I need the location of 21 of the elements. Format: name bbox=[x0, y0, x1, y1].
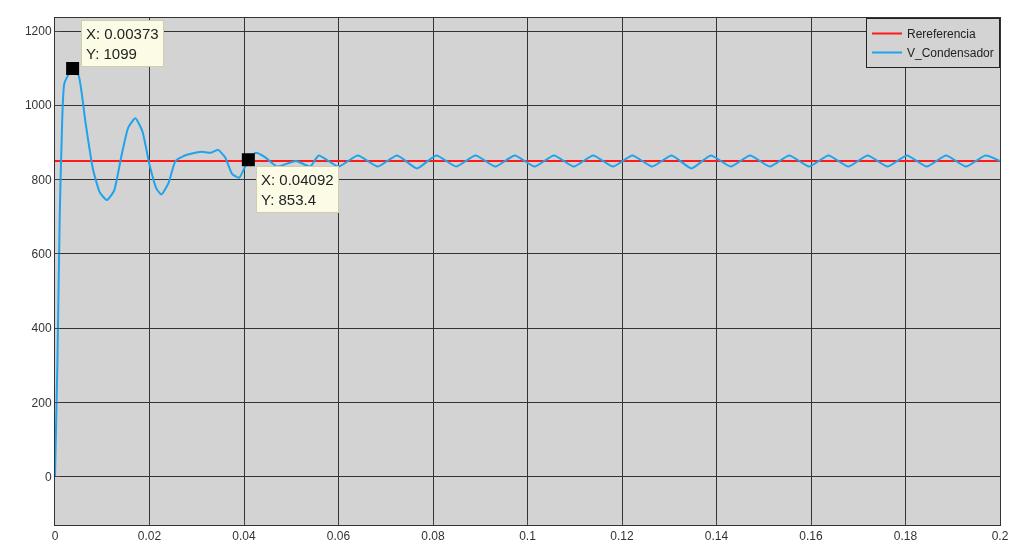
x-tick-label: 0.18 bbox=[893, 529, 918, 544]
annotation: X: 0.04092 Y: 853.4 bbox=[261, 171, 334, 208]
x-tick-label: 0.02 bbox=[137, 529, 162, 544]
legend-label: V_Condensador bbox=[907, 46, 994, 61]
annotation: X: 0.00373 Y: 1099 bbox=[86, 25, 159, 62]
y-tick-label: 1000 bbox=[24, 98, 52, 113]
y-tick-label: 200 bbox=[31, 395, 52, 410]
y-tick-label: 0 bbox=[44, 469, 52, 484]
x-tick-label: 0.06 bbox=[326, 529, 351, 544]
x-tick-label: 0.2 bbox=[991, 529, 1009, 544]
legend-label: Rereferencia bbox=[907, 27, 977, 42]
y-tick-label: 800 bbox=[31, 172, 52, 187]
x-tick-label: 0.04 bbox=[232, 529, 256, 544]
x-tick-label: 0.16 bbox=[799, 529, 823, 544]
x-tick-label: 0.1 bbox=[519, 529, 537, 544]
y-tick-label: 1200 bbox=[24, 24, 52, 39]
y-tick-label: 600 bbox=[31, 247, 52, 262]
x-tick-label: 0.12 bbox=[610, 529, 634, 544]
y-tick-label: 400 bbox=[31, 321, 52, 336]
x-tick-label: 0.08 bbox=[421, 529, 445, 544]
x-tick-label: 0.14 bbox=[704, 529, 729, 544]
